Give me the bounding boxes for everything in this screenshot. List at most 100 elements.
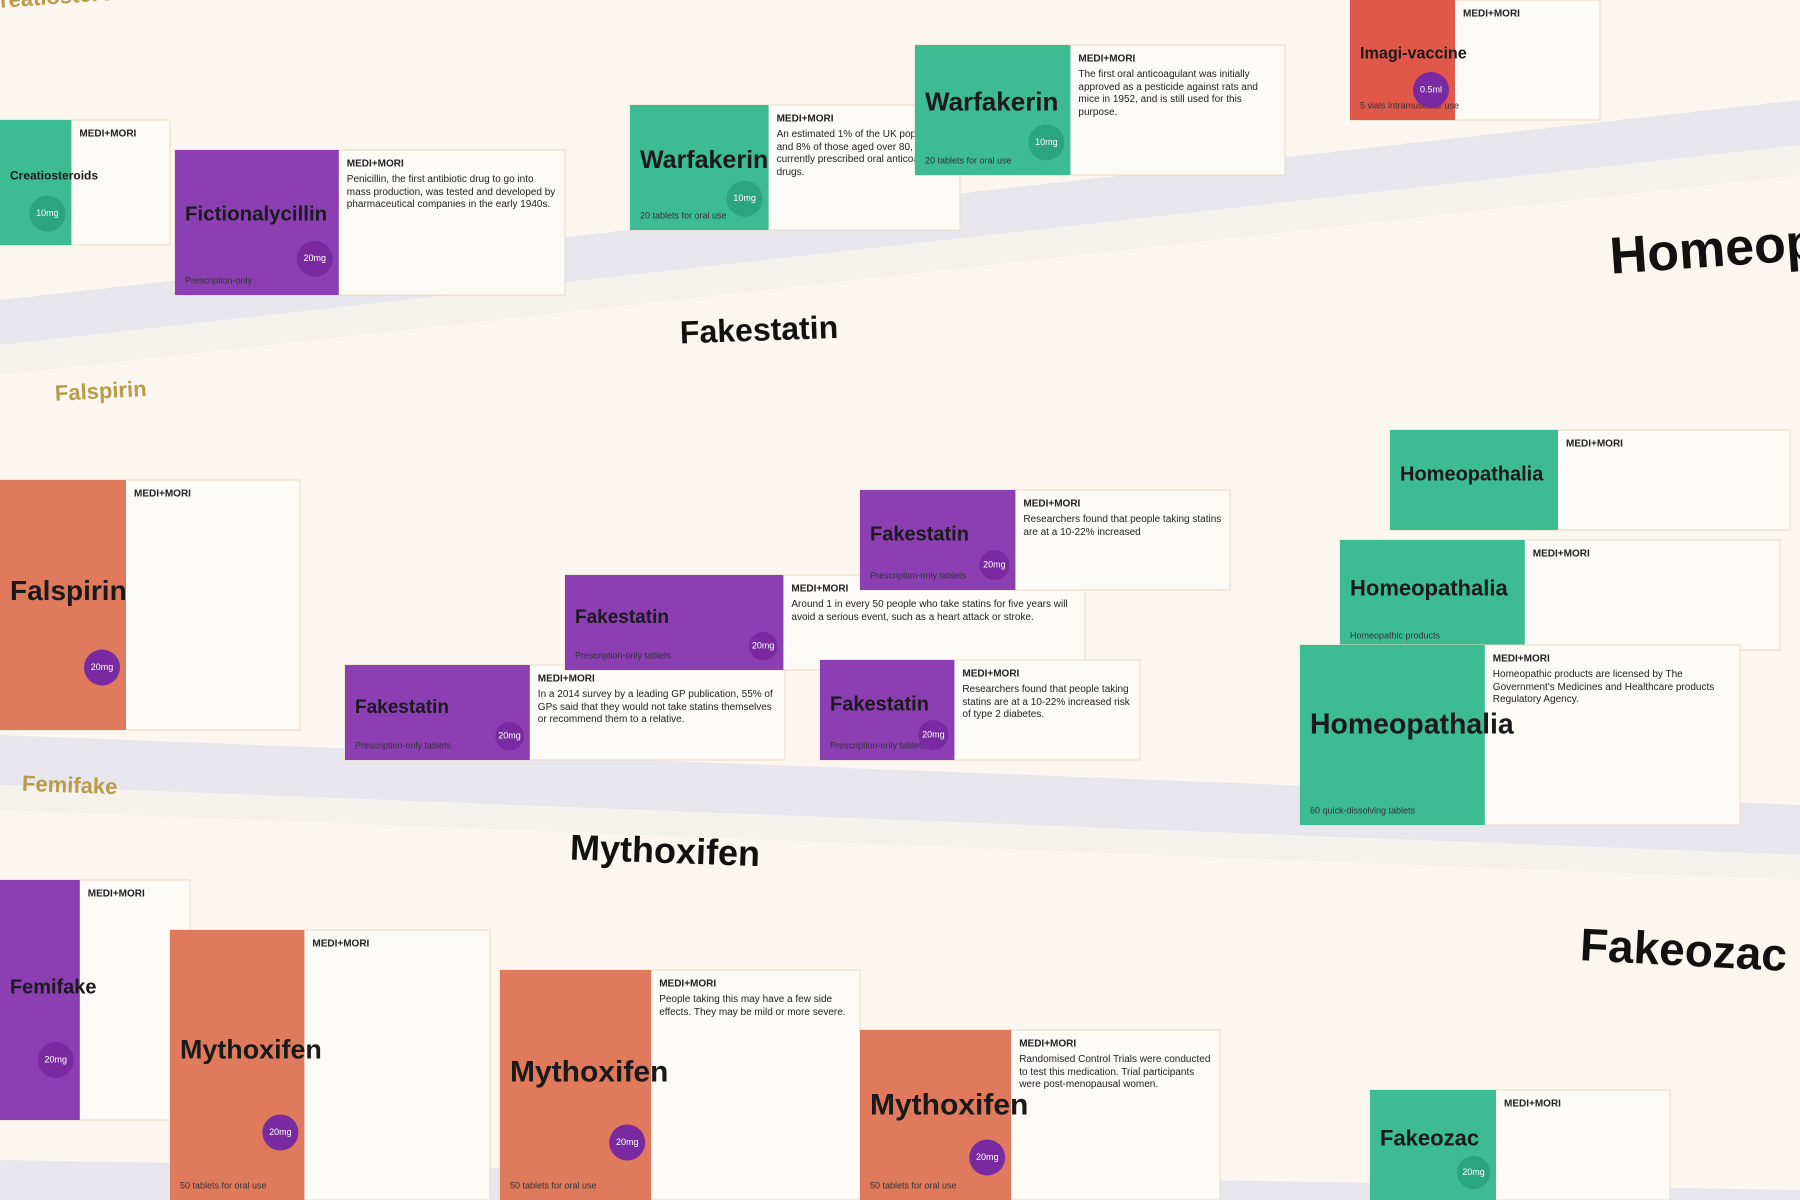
box-pack: 5 vials intramuscular use (1360, 100, 1459, 110)
box-pack: Prescription-only tablets (355, 740, 452, 750)
box-pack: 20 tablets for oral use (640, 210, 727, 220)
box-note: Homeopathic products are licensed by The… (1492, 669, 1715, 705)
box-name: Warfakerin (925, 86, 1058, 116)
box-name: Mythoxifen (180, 1035, 322, 1065)
box-brand: MEDI+MORI (791, 584, 848, 595)
box-dose: 20mg (304, 253, 327, 263)
box-dose: 20mg (45, 1054, 68, 1064)
box-band (170, 930, 305, 1200)
box-band (1390, 430, 1558, 530)
box-note-area: Randomised Control Trials were conducted… (1019, 1054, 1211, 1090)
box-dose: 20mg (91, 662, 114, 672)
box-brand: MEDI+MORI (777, 114, 834, 125)
box-name: Homeopathalia (1350, 575, 1508, 600)
box-note: Researchers found that people taking sta… (1023, 514, 1222, 538)
box-note-area: Around 1 in every 50 people who take sta… (791, 599, 1068, 623)
box-dose: 0.5ml (1420, 84, 1442, 94)
box-dose: 20mg (752, 641, 775, 651)
medicine-box: Falspirin MEDI+MORI 20mg (0, 479, 301, 731)
box-dose: 20mg (498, 731, 521, 741)
medicine-box: Femifake MEDI+MORI 20mg (0, 879, 191, 1121)
shelf-label: Mythoxifen (569, 827, 760, 875)
box-note: Around 1 in every 50 people who take sta… (791, 599, 1068, 623)
box-brand: MEDI+MORI (347, 159, 404, 170)
box-name: Fictionalycillin (185, 203, 327, 226)
medicine-box: Fictionalycillin MEDI+MORI Prescription-on… (174, 149, 566, 296)
box-name: Homeopathalia (1400, 463, 1544, 485)
box-note: In a 2014 survey by a leading GP publica… (537, 689, 773, 725)
box-note-area: The first oral anticoagulant was initial… (1078, 69, 1258, 118)
box-name: Mythoxifen (510, 1055, 668, 1088)
dose-circle (84, 649, 120, 686)
box-name: Imagi-vaccine (1360, 44, 1467, 62)
box-dose: 20mg (976, 1152, 999, 1162)
box-note-area: An estimated 1% of the UK population, an… (776, 129, 949, 178)
box-name: Homeopathalia (1310, 709, 1514, 741)
dose-circle (969, 1139, 1006, 1176)
box-pack: Prescription-only tablets (830, 740, 927, 750)
box-dose: 20mg (983, 559, 1006, 569)
box-name: Fakestatin (830, 693, 929, 715)
box-brand: MEDI+MORI (79, 129, 136, 140)
shelf-label: Falspirin (54, 376, 147, 406)
box-note-area: Researchers found that people taking sta… (962, 684, 1130, 720)
box-note-area: In a 2014 survey by a leading GP publica… (537, 689, 773, 725)
dose-circle (29, 195, 66, 232)
shelf-edge (0, 785, 1800, 880)
box-brand: MEDI+MORI (1023, 499, 1080, 510)
box-name: Warfakerin (640, 146, 768, 174)
dose-circle (1028, 124, 1065, 161)
box-pack: Prescription-only tablets (870, 570, 967, 580)
medicine-box: Fakeozac MEDI+MORI 20mg (1369, 1089, 1671, 1200)
box-name: Femifake (10, 976, 96, 998)
box-dose: 10mg (733, 193, 756, 203)
box-name: Fakeozac (1380, 1125, 1479, 1150)
box-note: An estimated 1% of the UK population, an… (776, 129, 949, 178)
box-brand: MEDI+MORI (1566, 439, 1623, 450)
box-note-area: People taking this may have a few side e… (659, 994, 846, 1018)
medicine-box: Homeopathalia MEDI+MORI 60 quick-dissolvin… (1299, 644, 1741, 826)
box-note: Randomised Control Trials were conducted… (1019, 1054, 1211, 1090)
box-brand: MEDI+MORI (1078, 54, 1135, 65)
box-pack: 60 quick-dissolving tablets (1310, 805, 1416, 815)
dose-circle (979, 550, 1010, 580)
box-note: Researchers found that people taking sta… (962, 684, 1130, 720)
box-note: People taking this may have a few side e… (659, 994, 846, 1018)
box-band (0, 880, 80, 1120)
medicine-box: Fakestatin MEDI+MORI Prescription-only tab… (564, 574, 1086, 671)
box-band (565, 575, 784, 670)
box-brand: MEDI+MORI (312, 939, 369, 950)
dose-circle (1457, 1156, 1490, 1189)
box-dose: 20mg (1462, 1167, 1485, 1177)
box-pack: 20 tablets for oral use (925, 155, 1012, 165)
medicine-box: Imagi-vaccine MEDI+MORI 5 vials intramuscu… (1349, 0, 1601, 121)
dose-circle (726, 180, 763, 217)
medicine-box: Mythoxifen MEDI+MORI 50 tablets for oral u… (499, 969, 861, 1200)
dose-circle (918, 720, 949, 750)
medicine-box: Homeopathalia MEDI+MORI Homeopathic produc… (1339, 539, 1781, 651)
box-brand: MEDI+MORI (962, 669, 1019, 680)
box-brand: MEDI+MORI (1493, 654, 1550, 665)
box-name: Creatiosteroids (10, 168, 98, 182)
medicine-box: Mythoxifen MEDI+MORI 50 tablets for oral u… (859, 1029, 1221, 1200)
medicine-box: Creatiosteroids MEDI+MORI 10mg (0, 119, 171, 246)
dose-circle (609, 1124, 646, 1161)
box-dose: 20mg (616, 1137, 639, 1147)
shelf-label: Fakeozac (1579, 918, 1789, 981)
box-dose: 10mg (1035, 137, 1058, 147)
box-name: Fakestatin (575, 607, 669, 628)
medicine-box: Warfakerin MEDI+MORI 20 tablets for oral u… (629, 104, 961, 231)
box-dose: 20mg (922, 729, 945, 739)
medicine-box: Fakestatin MEDI+MORI Prescription-only tab… (819, 659, 1141, 761)
box-name: Falspirin (10, 575, 127, 606)
box-pack: 50 tablets for oral use (510, 1180, 597, 1190)
dose-circle (748, 632, 778, 661)
dose-circle (296, 240, 333, 277)
box-note: Penicillin, the first antibiotic drug to… (346, 174, 556, 210)
box-note-area: Researchers found that people taking sta… (1023, 514, 1222, 538)
dose-circle (1413, 72, 1449, 108)
box-brand: MEDI+MORI (538, 674, 595, 685)
